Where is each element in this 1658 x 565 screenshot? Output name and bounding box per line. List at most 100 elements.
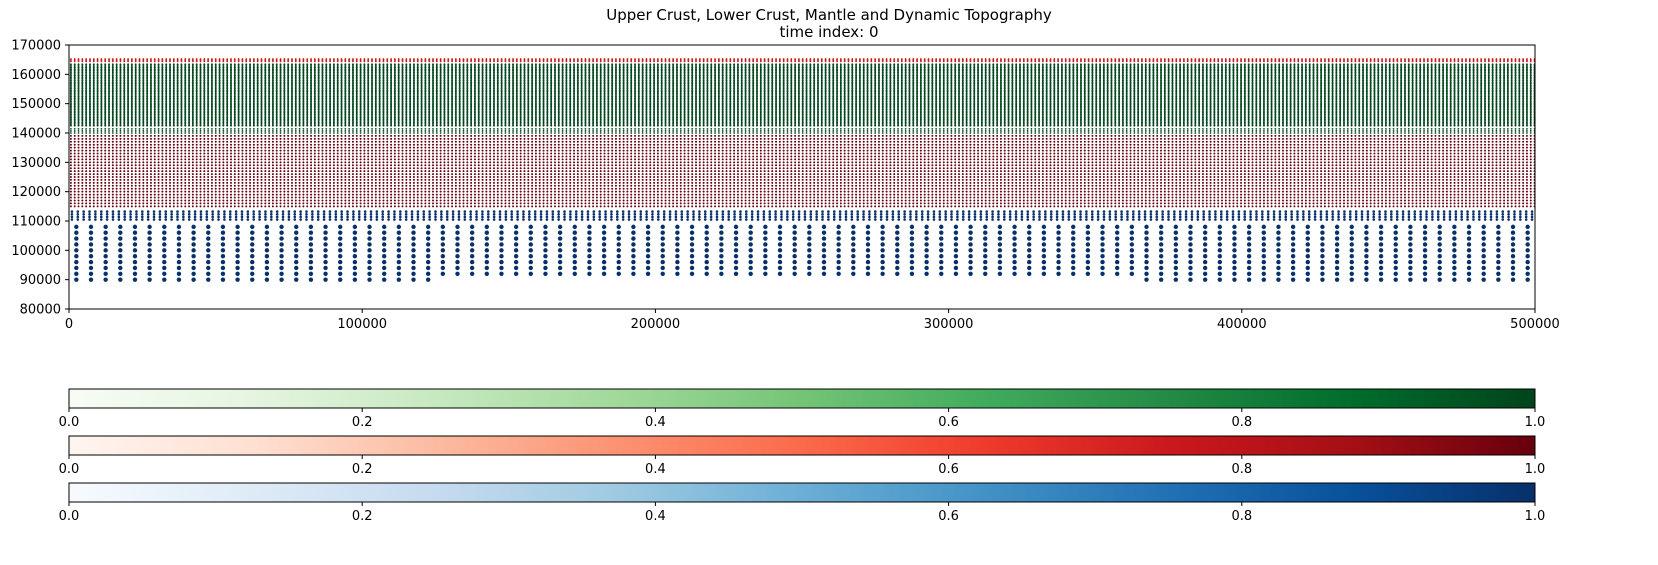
data-point bbox=[924, 259, 929, 265]
data-point bbox=[108, 205, 111, 208]
data-point bbox=[359, 196, 362, 199]
data-point bbox=[641, 205, 644, 208]
data-point bbox=[1454, 218, 1458, 221]
data-point bbox=[786, 202, 789, 205]
data-point bbox=[1335, 187, 1338, 190]
data-point bbox=[147, 277, 152, 282]
data-point bbox=[968, 224, 973, 230]
data-point bbox=[1522, 199, 1525, 202]
data-point bbox=[797, 184, 800, 187]
data-point bbox=[1073, 210, 1076, 213]
data-point bbox=[557, 248, 563, 253]
data-point bbox=[352, 265, 358, 271]
data-point bbox=[1246, 259, 1252, 265]
data-point bbox=[1346, 193, 1349, 196]
data-point bbox=[634, 193, 637, 196]
data-point bbox=[1349, 259, 1354, 265]
data-point bbox=[279, 271, 284, 276]
data-point bbox=[527, 196, 530, 199]
data-point bbox=[1442, 215, 1446, 219]
data-point bbox=[1378, 248, 1384, 253]
data-point bbox=[1034, 199, 1037, 202]
data-point bbox=[1217, 202, 1220, 205]
data-point bbox=[321, 184, 324, 187]
data-point bbox=[241, 202, 244, 205]
data-point bbox=[454, 184, 457, 187]
data-point bbox=[1507, 218, 1510, 221]
data-point bbox=[1320, 236, 1325, 241]
data-point bbox=[1251, 205, 1254, 208]
data-point bbox=[1407, 212, 1411, 216]
data-point bbox=[1178, 210, 1182, 213]
data-point bbox=[1118, 187, 1121, 190]
data-point bbox=[463, 212, 467, 216]
data-point bbox=[94, 218, 97, 221]
data-point bbox=[932, 218, 936, 221]
data-point bbox=[1205, 187, 1208, 190]
data-point bbox=[573, 202, 576, 205]
data-point bbox=[553, 190, 556, 193]
data-point bbox=[865, 271, 871, 276]
data-point bbox=[1426, 190, 1429, 193]
data-point bbox=[1403, 190, 1406, 193]
data-point bbox=[256, 196, 259, 199]
data-point bbox=[595, 205, 598, 208]
data-point bbox=[1114, 236, 1120, 241]
data-point bbox=[157, 196, 160, 199]
data-point bbox=[1027, 230, 1032, 235]
data-point bbox=[836, 236, 841, 241]
data-point bbox=[229, 199, 232, 202]
data-point bbox=[838, 210, 842, 213]
data-point bbox=[233, 190, 236, 193]
data-point bbox=[1114, 190, 1117, 193]
data-point bbox=[622, 184, 625, 187]
data-point bbox=[1293, 190, 1296, 193]
data-point bbox=[1373, 187, 1376, 190]
data-point bbox=[1198, 190, 1201, 193]
data-point bbox=[1137, 202, 1140, 205]
data-point bbox=[733, 196, 736, 199]
data-point bbox=[268, 202, 271, 205]
data-point bbox=[1377, 202, 1380, 205]
data-point bbox=[462, 193, 465, 196]
data-point bbox=[1266, 187, 1269, 190]
data-point bbox=[153, 205, 156, 208]
data-point bbox=[1437, 265, 1442, 271]
data-point bbox=[1045, 196, 1048, 199]
data-point bbox=[778, 196, 781, 199]
data-point bbox=[1525, 187, 1528, 190]
data-point bbox=[180, 190, 183, 193]
data-point bbox=[1327, 184, 1330, 187]
data-point bbox=[1530, 212, 1534, 216]
data-point bbox=[1205, 202, 1208, 205]
data-point bbox=[557, 236, 563, 241]
data-point bbox=[348, 205, 351, 208]
data-point bbox=[866, 202, 869, 205]
data-point bbox=[170, 212, 173, 216]
data-point bbox=[484, 230, 490, 235]
data-point bbox=[229, 205, 232, 208]
data-point bbox=[1281, 199, 1284, 202]
data-point bbox=[234, 218, 238, 221]
data-point bbox=[1225, 215, 1229, 219]
data-point bbox=[1472, 212, 1475, 216]
data-point bbox=[443, 190, 446, 193]
data-point bbox=[1041, 271, 1047, 276]
data-point bbox=[1519, 215, 1522, 219]
data-point bbox=[1236, 187, 1239, 190]
data-point bbox=[1085, 242, 1091, 247]
data-point bbox=[839, 202, 842, 205]
data-point bbox=[1079, 215, 1082, 219]
data-point bbox=[924, 242, 929, 247]
data-point bbox=[889, 193, 892, 196]
data-point bbox=[340, 199, 343, 202]
data-point bbox=[836, 242, 841, 247]
data-point bbox=[909, 210, 912, 213]
data-point bbox=[475, 210, 478, 213]
data-point bbox=[607, 187, 610, 190]
data-point bbox=[1261, 248, 1266, 253]
data-point bbox=[1337, 210, 1340, 213]
data-point bbox=[352, 259, 358, 265]
data-point bbox=[809, 205, 812, 208]
data-point bbox=[149, 199, 152, 202]
